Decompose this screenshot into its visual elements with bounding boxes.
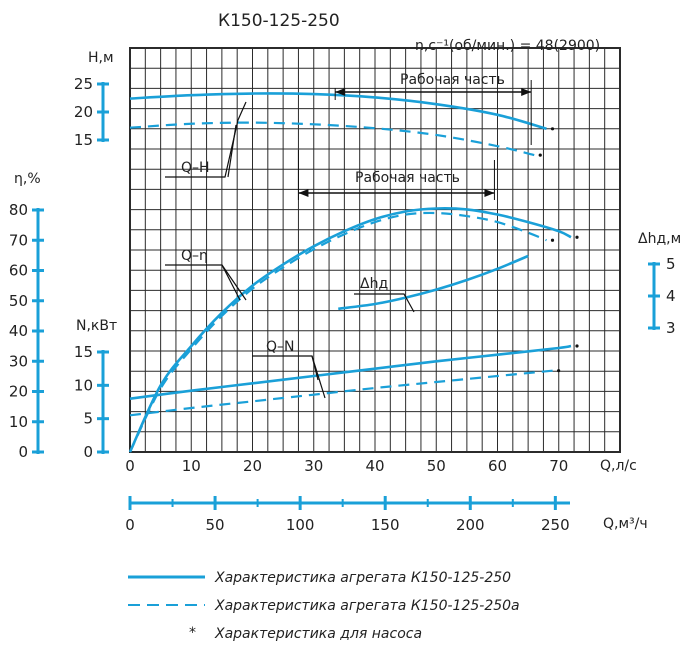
series-curve-npsh-solid <box>338 254 529 311</box>
eta-tick-label: 30 <box>9 352 28 370</box>
h-tick-label: 25 <box>74 75 93 93</box>
speed-label: n,c⁻¹(об/мин.) = 48(2900) <box>415 38 600 54</box>
legend-star-marker: * <box>189 625 196 641</box>
legend-item-dashed: Характеристика агрегата К150-125-250а <box>214 598 520 614</box>
x-tick-label: 20 <box>243 457 262 475</box>
npsh-tick-label: 3 <box>666 319 676 337</box>
pump-end-marker <box>550 238 555 242</box>
eta-tick-label: 20 <box>9 383 28 401</box>
npsh-axis-label: Δhд,м <box>638 231 681 247</box>
npsh-tick-label: 4 <box>666 287 676 305</box>
working-zone-lower-arrow-left <box>298 189 309 197</box>
x2-tick-label: 0 <box>125 516 135 534</box>
series-curve-eta-solid <box>128 207 572 453</box>
eta-tick-label: 80 <box>9 201 28 219</box>
pump-end-marker <box>557 369 561 373</box>
qn-curve-label: Q–N <box>266 339 295 355</box>
curves <box>128 92 579 453</box>
x-tick-label: 70 <box>549 457 568 475</box>
working-zone-lower-arrow-right <box>484 189 495 197</box>
x-tick-label: 0 <box>125 457 135 475</box>
n-tick-label: 5 <box>83 410 93 428</box>
x2-tick-label: 100 <box>286 516 315 534</box>
n-axis-label: N,кВт <box>76 318 117 334</box>
qeta-curve-label: Q–η <box>181 248 208 264</box>
eta-tick-label: 50 <box>9 292 28 310</box>
h-axis-label: Н,м <box>88 50 114 66</box>
series-curve-eta-dashed <box>129 211 547 453</box>
series-curve-n-dashed <box>129 369 553 417</box>
working-zone-upper-arrow-right <box>521 88 532 96</box>
legend-item-star: Характеристика для насоса <box>214 626 422 642</box>
working-zone-label-lower: Рабочая часть <box>355 170 460 186</box>
x2-axis-label: Q,м³/ч <box>603 516 648 532</box>
plot-frame <box>129 47 621 453</box>
eta-axis-label: η,% <box>14 171 41 187</box>
chart-title: К150-125-250 <box>218 11 340 31</box>
eta-tick-label: 60 <box>9 262 28 280</box>
qh-curve-label: Q–H <box>181 160 210 176</box>
series-curve-h-dashed <box>129 121 535 157</box>
pump-end-marker <box>575 344 579 348</box>
eta-tick-label: 0 <box>18 443 28 461</box>
x-axis-label: Q,л/с <box>600 458 637 474</box>
n-tick-label: 0 <box>83 443 93 461</box>
x-tick-label: 30 <box>304 457 323 475</box>
x-tick-label: 40 <box>365 457 384 475</box>
pump-end-marker <box>538 153 542 157</box>
x2-tick-label: 50 <box>206 516 225 534</box>
qh-leader <box>165 101 247 178</box>
x2-tick-label: 200 <box>456 516 485 534</box>
x2-tick-label: 150 <box>371 516 400 534</box>
qn-leader <box>311 355 326 399</box>
npsh-leader <box>354 293 415 313</box>
legend: Характеристика агрегата К150-125-250 Хар… <box>128 570 520 642</box>
x2-tick-label: 250 <box>541 516 570 534</box>
qeta-leader <box>221 264 247 301</box>
pump-end-marker <box>550 127 555 131</box>
legend-item-solid: Характеристика агрегата К150-125-250 <box>214 570 511 586</box>
series-curve-n-solid <box>129 344 572 400</box>
x-tick-label: 10 <box>182 457 201 475</box>
h-tick-label: 15 <box>74 131 93 149</box>
working-zone-upper-arrow-left <box>335 88 346 96</box>
working-zone-label-upper: Рабочая часть <box>400 72 505 88</box>
n-tick-label: 15 <box>74 343 93 361</box>
h-tick-label: 20 <box>74 103 93 121</box>
eta-tick-label: 40 <box>9 322 28 340</box>
qh-leader <box>227 124 237 178</box>
x-tick-label: 60 <box>488 457 507 475</box>
npsh-tick-label: 5 <box>666 255 676 273</box>
eta-tick-label: 70 <box>9 231 28 249</box>
x-tick-label: 50 <box>427 457 446 475</box>
n-tick-label: 10 <box>74 376 93 394</box>
pump-end-marker <box>575 235 579 239</box>
npsh-curve-label: Δhд <box>360 276 388 292</box>
eta-tick-label: 10 <box>9 413 28 431</box>
